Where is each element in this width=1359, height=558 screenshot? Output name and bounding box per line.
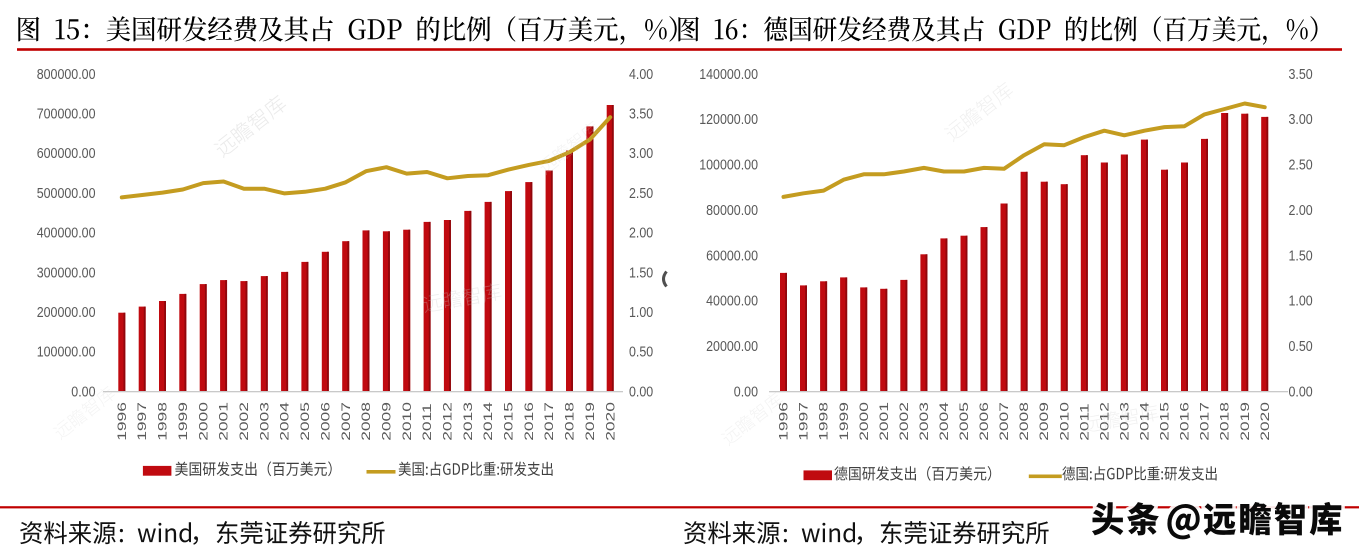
- svg-text:1996: 1996: [115, 402, 129, 441]
- svg-text:2015: 2015: [502, 402, 516, 441]
- svg-text:2004: 2004: [938, 402, 952, 441]
- svg-text:2005: 2005: [958, 402, 972, 441]
- svg-text:2000: 2000: [857, 402, 871, 441]
- svg-text:1999: 1999: [176, 402, 190, 441]
- svg-text:2018: 2018: [563, 402, 577, 441]
- svg-text:2.50: 2.50: [629, 185, 654, 201]
- svg-text:2020: 2020: [604, 402, 618, 441]
- svg-text:2015: 2015: [1158, 402, 1172, 441]
- svg-text:120000.00: 120000.00: [699, 111, 758, 127]
- svg-text:400000.00: 400000.00: [37, 225, 96, 241]
- svg-text:2006: 2006: [319, 402, 333, 441]
- svg-text:1996: 1996: [777, 402, 791, 441]
- svg-text:140000.00: 140000.00: [699, 66, 758, 82]
- svg-text:2012: 2012: [441, 402, 455, 441]
- svg-text:700000.00: 700000.00: [37, 106, 96, 122]
- svg-text:2014: 2014: [1138, 402, 1152, 441]
- svg-text:0.50: 0.50: [629, 344, 654, 360]
- svg-text:500000.00: 500000.00: [37, 185, 96, 201]
- svg-text:1.50: 1.50: [1289, 247, 1314, 263]
- svg-text:60000.00: 60000.00: [706, 247, 758, 263]
- svg-text:1.50: 1.50: [629, 264, 654, 280]
- svg-text:2008: 2008: [360, 402, 374, 441]
- svg-text:2007: 2007: [339, 402, 353, 441]
- svg-text:2016: 2016: [522, 402, 536, 441]
- svg-text:1999: 1999: [837, 402, 851, 441]
- svg-text:2006: 2006: [978, 402, 992, 441]
- svg-text:2011: 2011: [421, 403, 435, 440]
- svg-text:2012: 2012: [1098, 402, 1112, 441]
- svg-text:800000.00: 800000.00: [37, 66, 96, 82]
- svg-text:3.50: 3.50: [629, 106, 654, 122]
- svg-text:2000: 2000: [197, 402, 211, 441]
- svg-text:3.50: 3.50: [1289, 66, 1314, 82]
- svg-text:2.00: 2.00: [1289, 202, 1314, 218]
- svg-text:0.50: 0.50: [1289, 338, 1314, 354]
- svg-text:2014: 2014: [482, 402, 496, 441]
- svg-text:2010: 2010: [400, 402, 414, 441]
- svg-text:2013: 2013: [461, 402, 475, 441]
- svg-text:100000.00: 100000.00: [37, 344, 96, 360]
- svg-text:2001: 2001: [877, 402, 891, 441]
- svg-text:2002: 2002: [238, 402, 252, 441]
- svg-text:1998: 1998: [156, 402, 170, 441]
- svg-text:2002: 2002: [897, 402, 911, 441]
- svg-text:2019: 2019: [584, 402, 598, 441]
- svg-text:2008: 2008: [1018, 402, 1032, 441]
- svg-text:2004: 2004: [278, 402, 292, 441]
- svg-text:0.00: 0.00: [629, 383, 654, 399]
- svg-text:2009: 2009: [380, 402, 394, 441]
- svg-text:2011: 2011: [1078, 403, 1092, 440]
- svg-text:2017: 2017: [543, 402, 557, 441]
- svg-text:20000.00: 20000.00: [706, 338, 758, 354]
- svg-text:2020: 2020: [1258, 402, 1272, 441]
- svg-text:200000.00: 200000.00: [37, 304, 96, 320]
- svg-text:0.00: 0.00: [71, 383, 96, 399]
- svg-text:40000.00: 40000.00: [706, 293, 758, 309]
- svg-text:4.00: 4.00: [629, 66, 654, 82]
- svg-text:0.00: 0.00: [734, 383, 759, 399]
- svg-text:2005: 2005: [299, 402, 313, 441]
- svg-text:1998: 1998: [817, 402, 831, 441]
- svg-text:2017: 2017: [1198, 402, 1212, 441]
- svg-text:2018: 2018: [1218, 402, 1232, 441]
- svg-text:300000.00: 300000.00: [37, 264, 96, 280]
- svg-text:600000.00: 600000.00: [37, 145, 96, 161]
- svg-text:2019: 2019: [1238, 402, 1252, 441]
- svg-text:100000.00: 100000.00: [699, 157, 758, 173]
- svg-text:3.00: 3.00: [629, 145, 654, 161]
- svg-text:80000.00: 80000.00: [706, 202, 758, 218]
- svg-text:2003: 2003: [918, 402, 932, 441]
- svg-text:2.00: 2.00: [629, 225, 654, 241]
- svg-text:1997: 1997: [136, 402, 150, 441]
- svg-text:1997: 1997: [797, 402, 811, 441]
- svg-text:2013: 2013: [1118, 402, 1132, 441]
- svg-text:2009: 2009: [1038, 402, 1052, 441]
- svg-text:2007: 2007: [998, 402, 1012, 441]
- svg-text:3.00: 3.00: [1289, 111, 1314, 127]
- svg-text:2001: 2001: [217, 402, 231, 441]
- svg-text:1.00: 1.00: [629, 304, 654, 320]
- svg-text:2003: 2003: [258, 402, 272, 441]
- svg-text:2.50: 2.50: [1289, 157, 1314, 173]
- svg-text:0.00: 0.00: [1289, 383, 1314, 399]
- svg-text:2010: 2010: [1058, 402, 1072, 441]
- svg-text:1.00: 1.00: [1289, 293, 1314, 309]
- svg-text:2016: 2016: [1178, 402, 1192, 441]
